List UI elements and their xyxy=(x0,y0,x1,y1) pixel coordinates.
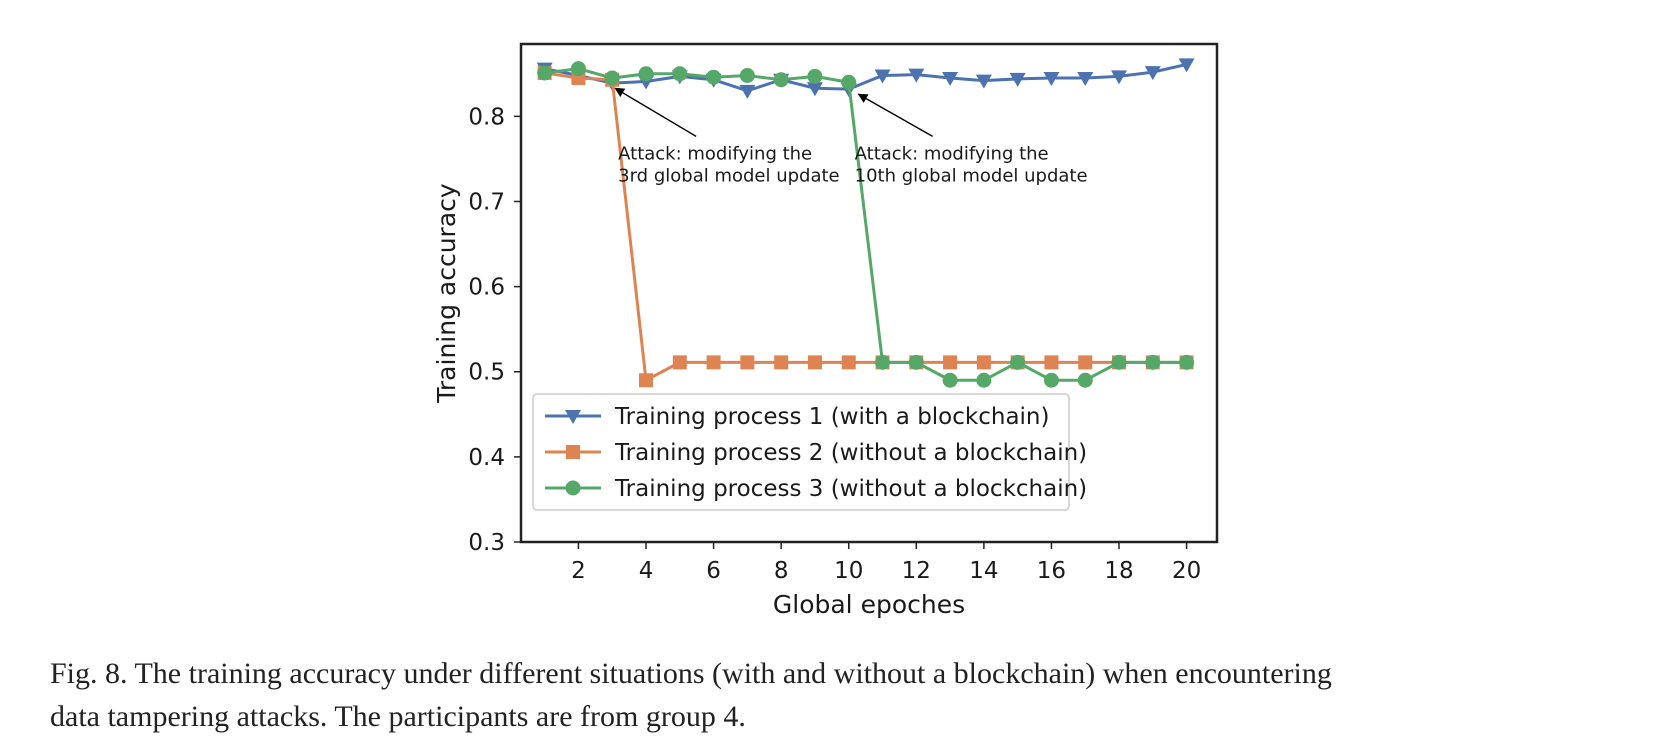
annotation-1-text: Attack: modifying the xyxy=(618,143,812,164)
legend-label: Training process 2 (without a blockchain… xyxy=(614,440,1087,466)
series-3-point xyxy=(1111,354,1127,370)
legend-swatch-marker xyxy=(565,410,581,424)
series-2-point xyxy=(774,355,789,370)
legend-item-3: Training process 3 (without a blockchain… xyxy=(545,476,1087,502)
series-1-point xyxy=(942,72,959,87)
series-2-point xyxy=(672,355,687,370)
series-3-point xyxy=(976,372,992,388)
series-1-point xyxy=(908,68,925,83)
y-tick-label: 0.7 xyxy=(468,189,505,215)
series-3-point xyxy=(807,68,823,84)
legend-item-2: Training process 2 (without a blockchain… xyxy=(545,440,1087,466)
series-2-point xyxy=(639,373,654,388)
series-3-point xyxy=(773,72,789,88)
series-1-point xyxy=(1043,72,1060,87)
series-3-point xyxy=(1077,372,1093,388)
series-2-point xyxy=(1078,355,1093,370)
y-tick-label: 0.4 xyxy=(468,445,505,471)
y-tick-label: 0.5 xyxy=(468,360,505,386)
plot-frame xyxy=(519,42,1219,544)
series-3-point xyxy=(841,74,857,90)
series-3-point xyxy=(706,69,722,85)
x-tick-label: 14 xyxy=(969,558,998,584)
series-1-point xyxy=(1144,66,1161,81)
series-3-point xyxy=(908,354,924,370)
series-3-point xyxy=(739,67,755,83)
series-1-line xyxy=(544,62,1187,93)
series-2-point xyxy=(1044,355,1059,370)
series-3-point xyxy=(672,66,688,82)
series-1-point xyxy=(975,74,992,89)
series-1-point xyxy=(739,84,756,99)
line-chart: 2 4 6 8 10 12 14 16 18 20 0.3 0.4 0.5 0.6 0.7 0.8 Global… xyxy=(432,42,1219,619)
series-3-point xyxy=(570,61,586,77)
series-1-point xyxy=(1077,72,1094,87)
series-1-point xyxy=(806,82,823,97)
x-tick-label: 10 xyxy=(834,558,863,584)
series-1-point xyxy=(1111,70,1128,85)
legend-label: Training process 1 (with a blockchain) xyxy=(614,404,1049,430)
annotation-2-text: Attack: modifying the xyxy=(855,143,1049,164)
x-tick-label: 6 xyxy=(706,558,721,584)
legend-swatch-marker xyxy=(566,445,580,459)
series-3-point xyxy=(1179,354,1195,370)
figure-caption: Fig. 8. The training accuracy under diff… xyxy=(50,652,1630,738)
series-3 xyxy=(537,61,1195,388)
x-tick-label: 12 xyxy=(902,558,931,584)
series-3-point xyxy=(638,66,654,82)
x-axis-label: Global epoches xyxy=(773,590,965,619)
x-tick-label: 4 xyxy=(639,558,654,584)
series-3-point xyxy=(1043,372,1059,388)
y-tick-label: 0.6 xyxy=(468,275,505,301)
annotation-2-arrow xyxy=(857,93,933,138)
series-3-point xyxy=(537,65,553,81)
x-tick-label: 8 xyxy=(774,558,789,584)
series-2-point xyxy=(943,355,958,370)
series-1-point xyxy=(874,69,891,84)
x-tick-label: 16 xyxy=(1037,558,1066,584)
y-tick-label: 0.8 xyxy=(468,104,505,130)
series-2-point xyxy=(740,355,755,370)
annotation-1-text: 3rd global model update xyxy=(618,165,840,186)
x-tick-label: 18 xyxy=(1104,558,1133,584)
series-3-point xyxy=(942,372,958,388)
caption-line-2: data tampering attacks. The participants… xyxy=(50,700,746,733)
legend: Training process 1 (with a blockchain) Tr… xyxy=(532,393,1087,511)
legend-item-1: Training process 1 (with a blockchain) xyxy=(545,404,1049,430)
series-3-point xyxy=(604,70,620,86)
legend-label: Training process 3 (without a blockchain… xyxy=(614,476,1087,502)
y-axis-label: Training accuracy xyxy=(432,183,461,404)
legend-box xyxy=(532,393,1070,511)
caption-line-1: Fig. 8. The training accuracy under diff… xyxy=(50,657,1332,690)
series-2-point xyxy=(841,355,856,370)
x-tick-label: 2 xyxy=(571,558,586,584)
series-2-point xyxy=(976,355,991,370)
legend-swatch-marker xyxy=(565,480,581,496)
annotation-1-arrow xyxy=(614,87,697,138)
series-2-point xyxy=(706,355,721,370)
x-tick-label: 20 xyxy=(1172,558,1201,584)
annotation-2-text: 10th global model update xyxy=(855,165,1088,186)
series-1-point xyxy=(1009,72,1026,87)
series-2-point xyxy=(807,355,822,370)
series-1-point xyxy=(1178,58,1195,73)
series-3-point xyxy=(875,354,891,370)
series-3-point xyxy=(1145,354,1161,370)
series-3-point xyxy=(1010,354,1026,370)
series-1 xyxy=(536,58,1195,99)
y-tick-label: 0.3 xyxy=(468,530,505,556)
